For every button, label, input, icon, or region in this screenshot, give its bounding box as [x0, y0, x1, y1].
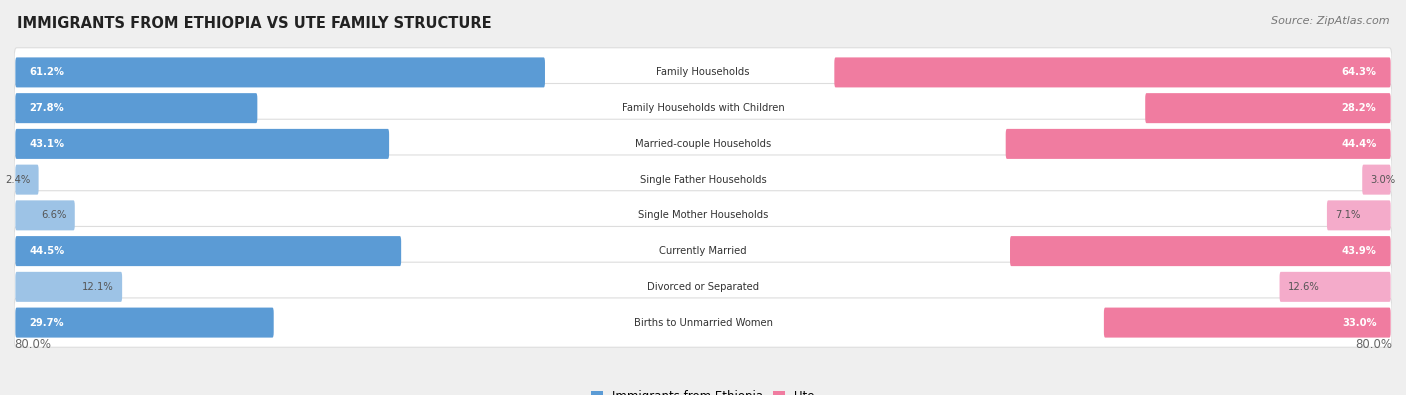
FancyBboxPatch shape [15, 129, 389, 159]
FancyBboxPatch shape [14, 262, 1392, 312]
FancyBboxPatch shape [1005, 129, 1391, 159]
Text: Divorced or Separated: Divorced or Separated [647, 282, 759, 292]
Text: 3.0%: 3.0% [1371, 175, 1396, 184]
FancyBboxPatch shape [834, 57, 1391, 87]
FancyBboxPatch shape [15, 308, 274, 338]
Text: Single Mother Households: Single Mother Households [638, 211, 768, 220]
Text: 12.1%: 12.1% [82, 282, 114, 292]
Text: Married-couple Households: Married-couple Households [636, 139, 770, 149]
FancyBboxPatch shape [15, 165, 38, 195]
Text: 43.1%: 43.1% [30, 139, 65, 149]
Text: Family Households: Family Households [657, 68, 749, 77]
Text: 29.7%: 29.7% [30, 318, 65, 327]
Text: 33.0%: 33.0% [1341, 318, 1376, 327]
FancyBboxPatch shape [1146, 93, 1391, 123]
FancyBboxPatch shape [1010, 236, 1391, 266]
Text: 2.4%: 2.4% [6, 175, 31, 184]
Text: 7.1%: 7.1% [1336, 211, 1361, 220]
FancyBboxPatch shape [15, 272, 122, 302]
FancyBboxPatch shape [1327, 200, 1391, 230]
FancyBboxPatch shape [15, 93, 257, 123]
Text: 80.0%: 80.0% [14, 338, 51, 351]
FancyBboxPatch shape [1362, 165, 1391, 195]
FancyBboxPatch shape [14, 83, 1392, 133]
Text: Single Father Households: Single Father Households [640, 175, 766, 184]
Text: 12.6%: 12.6% [1288, 282, 1319, 292]
Text: 44.5%: 44.5% [30, 246, 65, 256]
Text: 6.6%: 6.6% [41, 211, 66, 220]
Text: 43.9%: 43.9% [1341, 246, 1376, 256]
Text: 61.2%: 61.2% [30, 68, 65, 77]
Text: Births to Unmarried Women: Births to Unmarried Women [634, 318, 772, 327]
Text: 44.4%: 44.4% [1341, 139, 1376, 149]
FancyBboxPatch shape [14, 119, 1392, 169]
FancyBboxPatch shape [15, 236, 401, 266]
FancyBboxPatch shape [15, 200, 75, 230]
FancyBboxPatch shape [14, 48, 1392, 97]
Text: 80.0%: 80.0% [1355, 338, 1392, 351]
Text: 64.3%: 64.3% [1341, 68, 1376, 77]
Text: 27.8%: 27.8% [30, 103, 65, 113]
Text: Family Households with Children: Family Households with Children [621, 103, 785, 113]
FancyBboxPatch shape [14, 155, 1392, 204]
FancyBboxPatch shape [1279, 272, 1391, 302]
FancyBboxPatch shape [15, 57, 546, 87]
FancyBboxPatch shape [14, 226, 1392, 276]
FancyBboxPatch shape [14, 191, 1392, 240]
Text: 28.2%: 28.2% [1341, 103, 1376, 113]
Text: IMMIGRANTS FROM ETHIOPIA VS UTE FAMILY STRUCTURE: IMMIGRANTS FROM ETHIOPIA VS UTE FAMILY S… [17, 16, 492, 31]
FancyBboxPatch shape [14, 298, 1392, 347]
Legend: Immigrants from Ethiopia, Ute: Immigrants from Ethiopia, Ute [586, 385, 820, 395]
Text: Currently Married: Currently Married [659, 246, 747, 256]
Text: Source: ZipAtlas.com: Source: ZipAtlas.com [1271, 16, 1389, 26]
FancyBboxPatch shape [1104, 308, 1391, 338]
